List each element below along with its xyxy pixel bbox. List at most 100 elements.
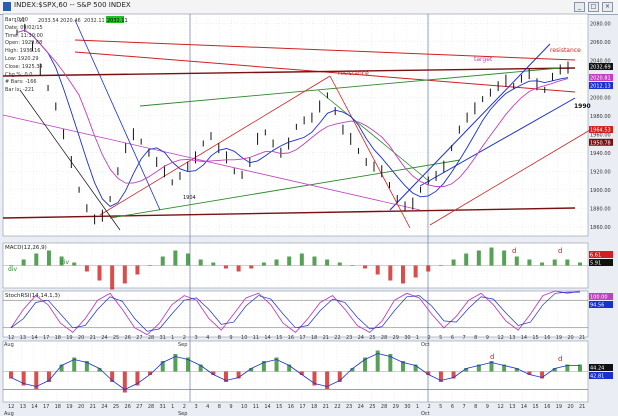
- x-tick-label: 17: [43, 335, 49, 341]
- x-tick-label: 13: [20, 404, 26, 410]
- x-tick-label: 29: [393, 404, 399, 410]
- x-tick-label: 10: [241, 404, 247, 410]
- x-tick-label: 19: [66, 404, 72, 410]
- x-tick-label: 24: [358, 335, 364, 341]
- stoch-label: StochRSI(14,14,1,3): [5, 293, 60, 299]
- macd-bar: [9, 265, 13, 266]
- macd-bar: [388, 265, 393, 281]
- y-tick-label: 1900.00: [590, 188, 611, 194]
- x-tick-label: 18: [55, 404, 61, 410]
- x-tick-label: 7: [462, 404, 465, 410]
- trend-line: [99, 75, 331, 216]
- osc-bar: [502, 364, 507, 372]
- x-tick-label: 12: [8, 404, 14, 410]
- price-tag-label: 2012.13: [590, 84, 611, 90]
- x-tick-label: 14: [521, 404, 527, 410]
- osc-bar: [388, 354, 393, 372]
- x-tick-label: 19: [556, 335, 562, 341]
- ma-fast-line: [16, 29, 569, 207]
- x-tick-label: 30: [404, 335, 410, 341]
- trend-line: [329, 75, 411, 229]
- y-tick-label: 2060.00: [590, 40, 611, 46]
- x-tick-label: 1: [416, 404, 419, 410]
- month-label: Sep: [178, 411, 187, 416]
- osc-signal-line: [10, 353, 580, 390]
- x-tick-label: 2: [183, 404, 186, 410]
- trend-line: [19, 89, 121, 231]
- x-tick-label: 14: [264, 335, 270, 341]
- x-tick-label: 6: [451, 335, 454, 341]
- x-tick-label: 22: [334, 335, 340, 341]
- y-tick-label: 1920.00: [590, 169, 611, 175]
- x-tick-label: 16: [288, 404, 294, 410]
- osc-bar: [299, 371, 304, 375]
- osc-bar: [249, 368, 254, 372]
- x-tick-label: 21: [90, 335, 96, 341]
- x-tick-label: 16: [544, 404, 550, 410]
- macd-bar: [148, 265, 153, 266]
- x-tick-label: 21: [323, 404, 329, 410]
- macd-bar: [160, 256, 165, 266]
- annotation-1990: 1990: [574, 103, 591, 110]
- trend-line: [2, 114, 421, 211]
- osc-bar: [274, 357, 279, 372]
- x-tick-label: 14: [264, 404, 270, 410]
- price-tag: [589, 251, 613, 258]
- x-tick-label: 25: [113, 404, 119, 410]
- x-tick-label: 8: [474, 404, 477, 410]
- x-tick-label: 14: [31, 335, 37, 341]
- x-tick-label: 28: [381, 335, 387, 341]
- price-tag: [589, 74, 613, 82]
- x-tick-label: 8: [218, 404, 221, 410]
- trend-line: [317, 89, 431, 183]
- x-tick-label: 25: [369, 335, 375, 341]
- x-tick-label: 20: [78, 335, 84, 341]
- osc-bar: [236, 371, 241, 379]
- price-tag-label: 42.81: [590, 374, 604, 380]
- macd-bar: [236, 265, 241, 272]
- x-tick-label: 27: [136, 404, 142, 410]
- x-tick-label: 23: [346, 404, 352, 410]
- macd-bar: [97, 265, 102, 281]
- x-tick-label: 3: [194, 335, 197, 341]
- trend-line: [2, 67, 576, 77]
- x-tick-label: 21: [579, 404, 585, 410]
- x-tick-label: 14: [31, 404, 37, 410]
- trend-line: [429, 129, 591, 226]
- price-tag-label: 44.24: [590, 366, 604, 372]
- x-tick-label: 20: [567, 404, 573, 410]
- price-tag: [589, 372, 613, 379]
- macd-annotation-d: d: [558, 247, 562, 255]
- macd-bar: [198, 259, 203, 266]
- x-tick-label: 12: [497, 335, 503, 341]
- maximize-button[interactable]: □: [588, 2, 599, 12]
- info-line: Close: 1925.34: [5, 63, 43, 70]
- x-tick-label: 15: [276, 335, 282, 341]
- info-line: Open: 1929.68: [5, 40, 43, 47]
- osc-bar: [84, 361, 89, 372]
- osc-bar: [451, 371, 456, 379]
- x-tick-label: 7: [462, 335, 465, 341]
- osc-bar: [363, 357, 368, 372]
- osc-bar: [59, 364, 64, 372]
- x-tick-label: 17: [43, 404, 49, 410]
- stoch-d-line: [10, 291, 580, 332]
- trend-line: [74, 39, 576, 61]
- price-tag-label: 5.91: [590, 261, 601, 267]
- macd-bar: [274, 259, 279, 266]
- x-tick-label: 28: [381, 404, 387, 410]
- price-tag-label: 2032.69: [590, 65, 611, 71]
- osc-annotation-d: d: [558, 355, 562, 363]
- osc-bar: [540, 371, 545, 379]
- close-button[interactable]: ×: [602, 2, 613, 12]
- macd-bar: [514, 256, 519, 266]
- osc-bar: [223, 371, 228, 382]
- info-line: Date: 09/02/15: [5, 24, 43, 31]
- macd-bar: [84, 265, 89, 272]
- y-tick-label: 1880.00: [590, 206, 611, 212]
- minimize-button[interactable]: _: [574, 2, 585, 12]
- macd-bar: [337, 262, 342, 266]
- x-tick-label: 26: [125, 404, 131, 410]
- trend-line: [139, 67, 561, 107]
